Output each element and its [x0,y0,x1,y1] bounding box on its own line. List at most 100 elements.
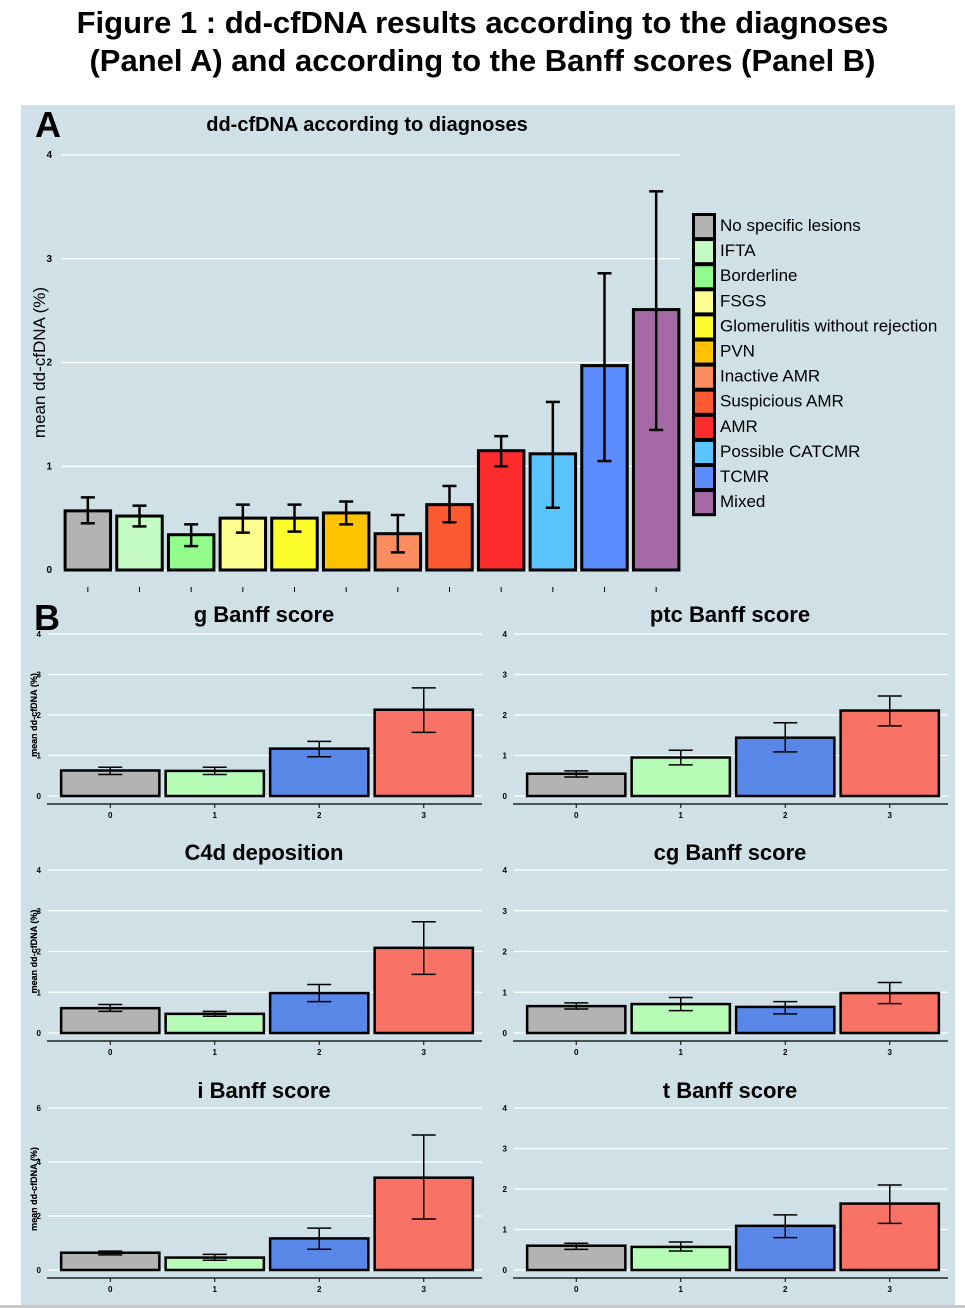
x-tick-label: 3 [422,811,427,820]
x-tick-label: 3 [422,1285,427,1294]
legend-item: Suspicious AMR [695,391,844,413]
y-tick-label: 2 [46,358,52,369]
chart-g: g Banff score 0 1 2 3 4 mean dd-cfDNA (%) 0 1 2 3 [29,602,482,820]
x-tick-label: 2 [783,811,788,820]
y-tick-label: 4 [37,630,42,639]
legend-label: PVN [720,342,755,361]
x-tick-label: 3 [422,1048,427,1057]
bar [218,516,268,572]
y-tick-label: 2 [37,948,42,957]
x-tick-label: 0 [574,1285,579,1294]
legend-label: AMR [720,417,758,436]
y-tick-label: 0 [37,1029,42,1038]
figure-bottom-border [0,1305,965,1308]
legend: No specific lesions IFTA Borderline FSGS Glo… [692,213,937,517]
legend-item: Inactive AMR [695,366,820,388]
legend-label: IFTA [720,241,756,260]
figure-panel-background [21,105,955,1305]
legend-swatch [695,266,713,288]
bar [525,1004,627,1035]
x-tick-label: 0 [108,1048,113,1057]
bar [164,769,266,798]
legend-label: No specific lesions [720,216,861,235]
chart-title: C4d deposition [185,840,344,865]
legend-swatch [695,241,713,263]
x-tick-label: 2 [317,1048,322,1057]
x-tick-label: 2 [317,1285,322,1294]
x-tick-label: 1 [679,811,684,820]
legend-swatch [695,366,713,388]
legend-label: FSGS [720,291,766,310]
legend-swatch [695,316,713,338]
y-tick-label: 3 [503,907,508,916]
y-tick-label: 0 [503,1266,508,1275]
x-tick-label: 0 [108,811,113,820]
x-tick-label: 3 [888,1285,893,1294]
x-tick-label: 1 [213,1285,218,1294]
y-tick-label: 6 [37,1104,42,1113]
y-tick-label: 0 [503,1029,508,1038]
chart-title: i Banff score [197,1078,330,1103]
legend-swatch [695,391,713,413]
y-tick-label: 4 [503,630,508,639]
y-tick-label: 3 [46,254,52,265]
y-axis-label: mean dd-cfDNA (%) [29,673,39,757]
y-tick-label: 3 [37,907,42,916]
panel-a-letter: A [35,104,61,145]
charts-group: dd-cfDNA according to diagnoses01234mean… [29,114,948,1294]
figure-title-line1: Figure 1 : dd-cfDNA results according to… [76,5,889,40]
legend-label: Borderline [720,266,798,285]
y-axis-label: mean dd-cfDNA (%) [30,287,49,438]
y-tick-label: 4 [503,1104,508,1113]
x-tick-label: 1 [679,1048,684,1057]
y-axis-label: mean dd-cfDNA (%) [29,910,39,994]
chart-title: ptc Banff score [650,602,810,627]
x-tick-label: 0 [108,1285,113,1294]
y-tick-label: 4 [503,866,508,875]
bar [476,449,526,572]
legend-label: TCMR [720,467,769,486]
y-tick-label: 4 [37,1158,42,1167]
x-tick-label: 1 [213,811,218,820]
bar [839,991,941,1035]
y-tick-label: 2 [503,948,508,957]
chart-title: dd-cfDNA according to diagnoses [206,114,528,136]
panel-b-letter: B [34,597,60,638]
figure-title: Figure 1 : dd-cfDNA results according to… [0,4,965,80]
legend-item: Glomerulitis without rejection [695,316,937,338]
chart-cg: cg Banff score 0 1 2 3 4 mean dd-cfDNA (%) 0 1 2 3 [29,840,948,1057]
y-tick-label: 4 [37,866,42,875]
figure-title-line2: (Panel A) and according to the Banff sco… [89,43,876,78]
x-tick-label: 0 [574,1048,579,1057]
chart-title: cg Banff score [654,840,807,865]
y-tick-label: 1 [503,988,508,997]
x-tick-label: 1 [213,1048,218,1057]
legend-item: TCMR [695,467,769,489]
x-tick-label: 0 [574,811,579,820]
y-tick-label: 2 [503,1185,508,1194]
legend-item: AMR [695,416,758,438]
y-tick-label: 3 [37,671,42,680]
legend-swatch [695,341,713,363]
legend-label: Glomerulitis without rejection [720,316,937,335]
legend-label: Inactive AMR [720,367,820,386]
y-tick-label: 1 [37,988,42,997]
legend-item: Mixed [695,492,765,514]
y-axis-label: mean dd-cfDNA (%) [29,1147,39,1231]
y-tick-label: 1 [503,752,508,761]
legend-swatch [695,467,713,489]
legend-label: Possible CATCMR [720,442,860,461]
x-tick-label: 2 [783,1048,788,1057]
legend-item: Possible CATCMR [695,441,860,463]
legend-swatch [695,291,713,313]
legend-swatch [695,216,713,238]
legend-label: Suspicious AMR [720,392,844,411]
y-tick-label: 3 [503,671,508,680]
y-tick-label: 2 [37,711,42,720]
y-axis-label: mean dd-cfDNA (%) [29,673,39,757]
y-tick-label: 4 [46,150,52,161]
x-tick-label: 3 [888,1048,893,1057]
legend-swatch [695,441,713,463]
